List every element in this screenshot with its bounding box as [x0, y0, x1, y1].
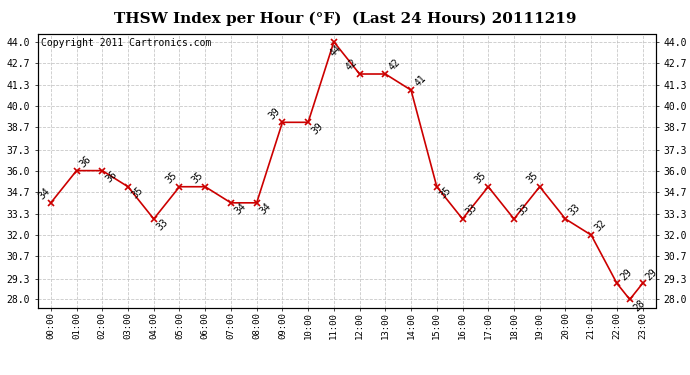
- Text: 29: 29: [644, 267, 660, 282]
- Text: 34: 34: [233, 201, 248, 217]
- Text: 42: 42: [344, 57, 359, 73]
- Text: 35: 35: [164, 170, 179, 185]
- Text: 35: 35: [130, 185, 145, 201]
- Text: 33: 33: [515, 202, 531, 217]
- Text: 33: 33: [464, 202, 480, 217]
- Text: 33: 33: [155, 217, 170, 233]
- Text: 39: 39: [310, 121, 325, 136]
- Text: 44: 44: [328, 43, 344, 58]
- Text: 35: 35: [190, 170, 206, 185]
- Text: 36: 36: [78, 154, 93, 169]
- Text: 39: 39: [267, 105, 282, 121]
- Text: 35: 35: [524, 170, 540, 185]
- Text: 41: 41: [413, 74, 428, 89]
- Text: 29: 29: [618, 267, 633, 282]
- Text: 35: 35: [438, 185, 453, 201]
- Text: 34: 34: [37, 186, 52, 201]
- Text: Copyright 2011 Cartronics.com: Copyright 2011 Cartronics.com: [41, 38, 211, 48]
- Text: 28: 28: [631, 298, 647, 314]
- Text: 33: 33: [566, 202, 582, 217]
- Text: THSW Index per Hour (°F)  (Last 24 Hours) 20111219: THSW Index per Hour (°F) (Last 24 Hours)…: [114, 11, 576, 26]
- Text: 36: 36: [104, 169, 119, 184]
- Text: 42: 42: [386, 57, 402, 73]
- Text: 32: 32: [593, 218, 608, 234]
- Text: 34: 34: [258, 201, 273, 217]
- Text: 35: 35: [473, 170, 489, 185]
